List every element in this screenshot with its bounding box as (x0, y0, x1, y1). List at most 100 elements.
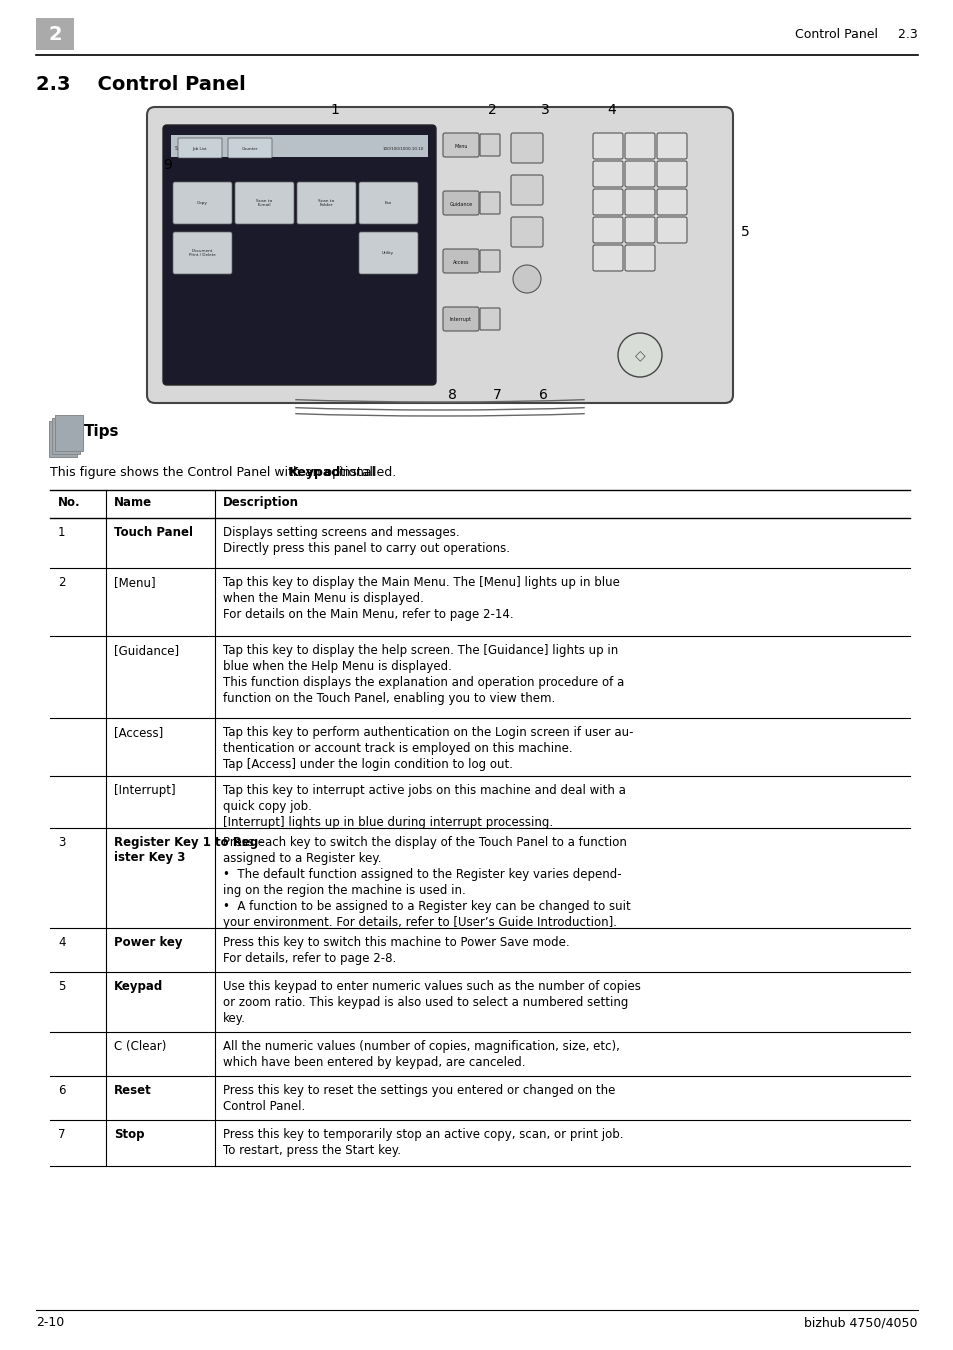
Text: Keypad: Keypad (113, 980, 163, 994)
Text: Register Key 1 to Reg-
ister Key 3: Register Key 1 to Reg- ister Key 3 (113, 836, 263, 864)
FancyBboxPatch shape (147, 107, 732, 404)
Text: 3: 3 (540, 103, 549, 117)
Text: Displays setting screens and messages.
Directly press this panel to carry out op: Displays setting screens and messages. D… (223, 526, 510, 555)
Text: 2: 2 (58, 576, 66, 589)
Circle shape (618, 333, 661, 377)
Text: 5: 5 (58, 980, 66, 994)
Text: Tap this key to display the Main Menu. The [Menu] lights up in blue
when the Mai: Tap this key to display the Main Menu. T… (223, 576, 619, 621)
Text: Job List: Job List (193, 147, 207, 151)
FancyBboxPatch shape (511, 217, 542, 247)
Text: Press this key to temporarily stop an active copy, scan, or print job.
To restar: Press this key to temporarily stop an ac… (223, 1129, 623, 1157)
Text: 2: 2 (49, 24, 62, 43)
FancyBboxPatch shape (442, 306, 478, 331)
Text: 4: 4 (607, 103, 616, 117)
Text: installed.: installed. (335, 466, 396, 479)
Text: 2-10: 2-10 (36, 1316, 64, 1328)
Text: Press each key to switch the display of the Touch Panel to a function
assigned t: Press each key to switch the display of … (223, 836, 630, 929)
Text: 3: 3 (58, 836, 66, 849)
FancyBboxPatch shape (657, 217, 686, 243)
FancyBboxPatch shape (442, 190, 478, 215)
Text: 1: 1 (58, 526, 66, 539)
Text: Menu: Menu (454, 143, 467, 148)
Text: 1: 1 (331, 103, 339, 117)
FancyBboxPatch shape (52, 418, 80, 454)
Text: 6: 6 (58, 1084, 66, 1098)
FancyBboxPatch shape (657, 189, 686, 215)
Text: Press this key to switch this machine to Power Save mode.
For details, refer to : Press this key to switch this machine to… (223, 936, 569, 965)
FancyBboxPatch shape (172, 232, 232, 274)
Text: Interrupt: Interrupt (450, 317, 472, 323)
Text: Select function: Select function (174, 147, 212, 151)
Text: Copy: Copy (196, 201, 208, 205)
FancyBboxPatch shape (479, 250, 499, 271)
FancyBboxPatch shape (624, 161, 655, 188)
FancyBboxPatch shape (296, 182, 355, 224)
Text: Document
Print / Delete: Document Print / Delete (189, 248, 215, 258)
Text: 2: 2 (487, 103, 496, 117)
FancyBboxPatch shape (172, 182, 232, 224)
FancyBboxPatch shape (593, 134, 622, 159)
Bar (171, 135, 428, 157)
FancyBboxPatch shape (593, 217, 622, 243)
Text: [Guidance]: [Guidance] (113, 644, 179, 657)
Text: Touch Panel: Touch Panel (113, 526, 193, 539)
Text: 5: 5 (740, 225, 749, 239)
Bar (36, 18, 74, 50)
FancyBboxPatch shape (624, 217, 655, 243)
Text: [Menu]: [Menu] (113, 576, 155, 589)
Text: bizhub 4750/4050: bizhub 4750/4050 (803, 1316, 917, 1328)
FancyBboxPatch shape (358, 182, 417, 224)
Text: Scan to
Folder: Scan to Folder (317, 198, 334, 208)
Text: 7: 7 (492, 387, 501, 402)
FancyBboxPatch shape (593, 189, 622, 215)
Text: Scan to
E-mail: Scan to E-mail (255, 198, 272, 208)
Text: Fax: Fax (384, 201, 392, 205)
Text: C (Clear): C (Clear) (113, 1040, 166, 1053)
FancyBboxPatch shape (511, 134, 542, 163)
Text: [Access]: [Access] (113, 726, 163, 738)
Text: 4: 4 (58, 936, 66, 949)
Text: Access: Access (453, 259, 469, 265)
Text: Tap this key to interrupt active jobs on this machine and deal with a
quick copy: Tap this key to interrupt active jobs on… (223, 784, 625, 829)
FancyBboxPatch shape (479, 134, 499, 157)
Text: Utility: Utility (381, 251, 394, 255)
FancyBboxPatch shape (163, 126, 436, 385)
Text: 2.3    Control Panel: 2.3 Control Panel (36, 76, 246, 95)
FancyBboxPatch shape (442, 248, 478, 273)
Text: 6: 6 (538, 387, 547, 402)
Circle shape (513, 265, 540, 293)
FancyBboxPatch shape (234, 182, 294, 224)
FancyBboxPatch shape (479, 308, 499, 329)
Text: Power key: Power key (113, 936, 182, 949)
Text: Description: Description (223, 495, 298, 509)
Text: All the numeric values (number of copies, magnification, size, etc),
which have : All the numeric values (number of copies… (223, 1040, 619, 1069)
Text: Name: Name (113, 495, 152, 509)
FancyBboxPatch shape (442, 134, 478, 157)
FancyBboxPatch shape (178, 138, 222, 158)
Text: Press this key to reset the settings you entered or changed on the
Control Panel: Press this key to reset the settings you… (223, 1084, 615, 1112)
Text: This figure shows the Control Panel with an optional: This figure shows the Control Panel with… (50, 466, 378, 479)
Text: Tap this key to perform authentication on the Login screen if user au-
thenticat: Tap this key to perform authentication o… (223, 726, 633, 771)
Text: Tap this key to display the help screen. The [Guidance] lights up in
blue when t: Tap this key to display the help screen.… (223, 644, 623, 705)
Text: Use this keypad to enter numeric values such as the number of copies
or zoom rat: Use this keypad to enter numeric values … (223, 980, 640, 1025)
Text: 9: 9 (163, 158, 172, 171)
Text: Keypad: Keypad (288, 466, 340, 479)
FancyBboxPatch shape (624, 134, 655, 159)
Text: Reset: Reset (113, 1084, 152, 1098)
FancyBboxPatch shape (593, 161, 622, 188)
Text: Stop: Stop (113, 1129, 144, 1141)
Text: 7: 7 (58, 1129, 66, 1141)
FancyBboxPatch shape (593, 244, 622, 271)
Text: [Interrupt]: [Interrupt] (113, 784, 175, 796)
FancyBboxPatch shape (55, 414, 83, 451)
FancyBboxPatch shape (479, 192, 499, 215)
FancyBboxPatch shape (228, 138, 272, 158)
Text: ◇: ◇ (634, 348, 644, 362)
Text: Guidance: Guidance (449, 201, 472, 207)
FancyBboxPatch shape (624, 189, 655, 215)
FancyBboxPatch shape (624, 244, 655, 271)
FancyBboxPatch shape (657, 161, 686, 188)
Text: 8: 8 (447, 387, 456, 402)
Text: Counter: Counter (241, 147, 258, 151)
FancyBboxPatch shape (657, 134, 686, 159)
